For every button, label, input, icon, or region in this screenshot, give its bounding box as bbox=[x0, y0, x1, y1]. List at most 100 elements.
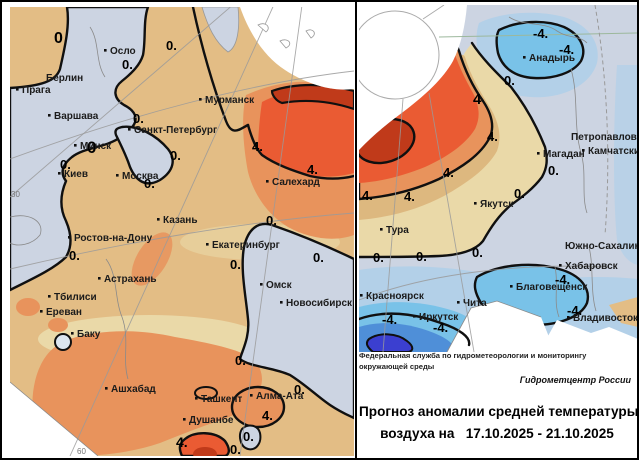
panel-divider bbox=[355, 2, 357, 458]
city-label: Петропавловск bbox=[571, 132, 638, 143]
contour-value-label: 0. bbox=[243, 429, 254, 444]
region-pacific-minus2 bbox=[614, 65, 637, 265]
region-projection-cut-center bbox=[447, 301, 555, 352]
temperature-anomaly-regions-left bbox=[10, 7, 354, 456]
forecast-title-line1: Прогноз аномалии средней температуры bbox=[359, 404, 639, 420]
city-label: Астрахань bbox=[104, 274, 157, 285]
city-label: Южно-Сахалинск bbox=[565, 241, 638, 252]
polar-circle bbox=[359, 10, 440, 100]
city-dot bbox=[582, 149, 585, 152]
arctic-island3 bbox=[305, 29, 315, 39]
city-dot bbox=[74, 144, 77, 147]
region-north-plus6 bbox=[258, 91, 354, 177]
city-label: Новосибирск bbox=[286, 297, 353, 309]
region-polar-white bbox=[359, 5, 467, 150]
region-dushanbe-plus8 bbox=[193, 447, 217, 456]
city-dot bbox=[71, 332, 74, 335]
meridian-r2 bbox=[382, 98, 404, 352]
contour-value-label: 0. bbox=[60, 157, 71, 172]
contour-value-label: -4. bbox=[433, 320, 448, 335]
city-label: Ташкент bbox=[201, 394, 242, 405]
city-dot bbox=[559, 264, 562, 267]
city-labels-right: Анадырь Магадан Петропавловск Камчатский Яку… bbox=[360, 53, 638, 324]
city-label: Минск bbox=[80, 141, 112, 152]
contour-value-label: 4 bbox=[473, 91, 482, 108]
contour-value-label: 4. bbox=[404, 189, 415, 204]
meridian-60e bbox=[69, 7, 274, 456]
city-dot bbox=[40, 310, 43, 313]
contour-value-label: 0. bbox=[170, 148, 181, 163]
region-volga-patch bbox=[131, 232, 173, 286]
contour-value-label: 4. bbox=[443, 165, 454, 180]
contour-value-label: 0. bbox=[514, 186, 525, 201]
contour-value-label: 0. bbox=[416, 249, 427, 264]
caption-block: Федеральная служба по гидрометеорологии … bbox=[359, 351, 639, 445]
contour-value-label: 0 bbox=[54, 30, 63, 47]
city-label: Омск bbox=[266, 280, 293, 291]
city-dot bbox=[206, 243, 209, 246]
city-dot bbox=[280, 301, 283, 304]
region-anadyr-minus4 bbox=[495, 20, 585, 80]
scandinavia-coast bbox=[89, 26, 106, 78]
contour-value-label: 0. bbox=[133, 111, 144, 126]
contour-value-label: 4. bbox=[307, 162, 318, 177]
contour-value-label: 0. bbox=[504, 73, 515, 88]
parallel-green bbox=[438, 32, 637, 38]
city-label: Берлин bbox=[46, 73, 83, 84]
arctic-island2 bbox=[279, 39, 291, 49]
chukotka-coast bbox=[508, 16, 588, 44]
city-dot bbox=[266, 180, 269, 183]
contour-value-label: 0 bbox=[87, 138, 96, 157]
city-dot bbox=[195, 397, 198, 400]
parallel-50n bbox=[10, 212, 354, 270]
region-caucasus-patch1 bbox=[16, 298, 40, 316]
city-label: Прага bbox=[22, 85, 51, 96]
city-label: Тура bbox=[386, 225, 409, 236]
lake-sevan-circle bbox=[54, 333, 72, 351]
city-label: Тбилиси bbox=[54, 291, 97, 303]
city-label: Алма-Ата bbox=[256, 391, 304, 402]
city-dot bbox=[105, 387, 108, 390]
city-dot bbox=[413, 315, 416, 318]
city-label: Варшава bbox=[54, 111, 99, 122]
region-moscow-cold-tongue bbox=[114, 125, 174, 185]
city-dot bbox=[98, 277, 101, 280]
region-irkutsk-minus8 bbox=[365, 333, 414, 352]
city-label: Красноярск bbox=[366, 291, 425, 302]
city-dot bbox=[510, 285, 513, 288]
region-japan-warm-corner bbox=[609, 297, 637, 327]
contour-value-label: 4. bbox=[262, 408, 273, 423]
agency-line: Федеральная служба по гидрометеорологии … bbox=[359, 351, 587, 371]
contour-minus4-irkutsk bbox=[359, 312, 471, 347]
contour-value-label: 0. bbox=[294, 382, 305, 397]
city-label: Анадырь bbox=[529, 53, 575, 64]
caspian-coast bbox=[105, 258, 129, 380]
contour-value-label: 0. bbox=[472, 245, 483, 260]
right-panel: -4. -4. 0. 4 4. 4. 4. 4. 0. 0. 0. 0. 0. -4. -4. -4. -4. … bbox=[357, 2, 639, 458]
city-label: Киев bbox=[64, 169, 88, 180]
city-dot bbox=[523, 56, 526, 59]
meridian-30e bbox=[10, 7, 232, 198]
city-label: Мурманск bbox=[205, 95, 255, 106]
region-barents-patch bbox=[201, 7, 240, 53]
city-dot bbox=[128, 128, 131, 131]
contour-value-label: 4. bbox=[176, 434, 188, 450]
city-label: Баку bbox=[77, 329, 101, 340]
city-label: Казань bbox=[163, 215, 198, 226]
black-sea-coast bbox=[10, 215, 42, 246]
city-label: Камчатский bbox=[588, 146, 638, 157]
contour-lines-right bbox=[359, 41, 548, 347]
city-dot bbox=[183, 418, 186, 421]
city-label: Екатеринбург bbox=[212, 239, 280, 251]
city-label: Магадан bbox=[543, 149, 585, 160]
city-label: Ростов-на-Дону bbox=[74, 233, 153, 244]
city-label: Санкт-Петербург bbox=[134, 124, 217, 136]
sakhalin-coast bbox=[588, 246, 597, 312]
city-dot bbox=[199, 98, 202, 101]
contour-lines-left bbox=[191, 7, 354, 180]
region-dushanbe-plus6 bbox=[178, 432, 231, 456]
city-dot bbox=[48, 114, 51, 117]
city-dot bbox=[360, 294, 363, 297]
